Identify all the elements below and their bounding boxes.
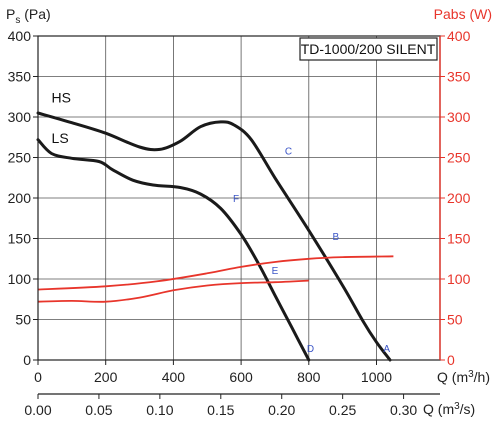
y-right-tick-label: 100: [447, 271, 471, 287]
series-line-ls: [36, 138, 311, 362]
y-left-tick-label: 350: [8, 69, 32, 85]
x-top-tick-label: 600: [229, 369, 253, 385]
model-badge-text: TD-1000/200 SILENT: [301, 41, 436, 57]
x-bottom-tick-label: 0.15: [207, 402, 234, 418]
y-left-tick-label: 250: [8, 150, 32, 166]
y-right-tick-label: 400: [447, 28, 471, 44]
x-top-tick-label: 1000: [361, 369, 392, 385]
x-bottom-tick-label: 0.00: [24, 402, 51, 418]
y-left-tick-label: 0: [23, 352, 31, 368]
y-left-tick-label: 400: [8, 28, 32, 44]
operating-point-label-c: C: [285, 146, 292, 157]
operating-point-label-d: D: [307, 344, 314, 355]
y-right-tick-label: 150: [447, 231, 471, 247]
y-right-tick-label: 350: [447, 69, 471, 85]
model-badge-box: [299, 37, 438, 61]
operating-point-label-f: F: [233, 194, 239, 205]
operating-point-label-a: A: [383, 344, 390, 355]
x-top-tick-label: 400: [162, 369, 186, 385]
x-top-axis-label: Q (m3/h): [437, 369, 490, 385]
operating-point-label-e: E: [272, 266, 279, 277]
operating-point-label-b: B: [333, 232, 340, 243]
y-left-tick-label: 150: [8, 231, 32, 247]
curve-label-hs: HS: [52, 89, 71, 105]
x-top-tick-label: 200: [94, 369, 118, 385]
y-left-tick-label: 100: [8, 271, 32, 287]
x-top-tick-label: 800: [297, 369, 321, 385]
y-right-tick-label: 250: [447, 150, 471, 166]
series-line-ls-pabs: [37, 279, 309, 303]
grid: [37, 35, 440, 361]
x-bottom-tick-label: 0.05: [85, 402, 112, 418]
y-right-tick-label: 0: [447, 352, 455, 368]
y-left-tick-label: 300: [8, 109, 32, 125]
series-line-hs-pabs: [37, 255, 394, 291]
model-badge: TD-1000/200 SILENT: [299, 37, 438, 61]
y-left-tick-label: 50: [15, 312, 31, 328]
y-right-tick-label: 200: [447, 190, 471, 206]
y-right-tick-label: 50: [447, 312, 463, 328]
x-bottom-tick-label: 0.30: [390, 402, 417, 418]
y-right-axis-label: Pabs (W): [434, 6, 492, 22]
curve-label-ls: LS: [52, 130, 69, 146]
x-bottom-tick-label: 0.20: [268, 402, 295, 418]
curves: [36, 111, 394, 362]
y-left-tick-label: 200: [8, 190, 32, 206]
x-bottom-axis-label: Q (m3/s): [423, 401, 475, 417]
labels: A B C D E F HS LS: [52, 89, 391, 354]
y-right-tick-label: 300: [447, 109, 471, 125]
series-line-hs: [36, 111, 392, 362]
x-bottom-tick-label: 0.10: [146, 402, 173, 418]
x-bottom-tick-label: 0.25: [329, 402, 356, 418]
x-top-tick-label: 0: [34, 369, 42, 385]
y-left-axis-label: Ps (Pa): [6, 6, 51, 26]
